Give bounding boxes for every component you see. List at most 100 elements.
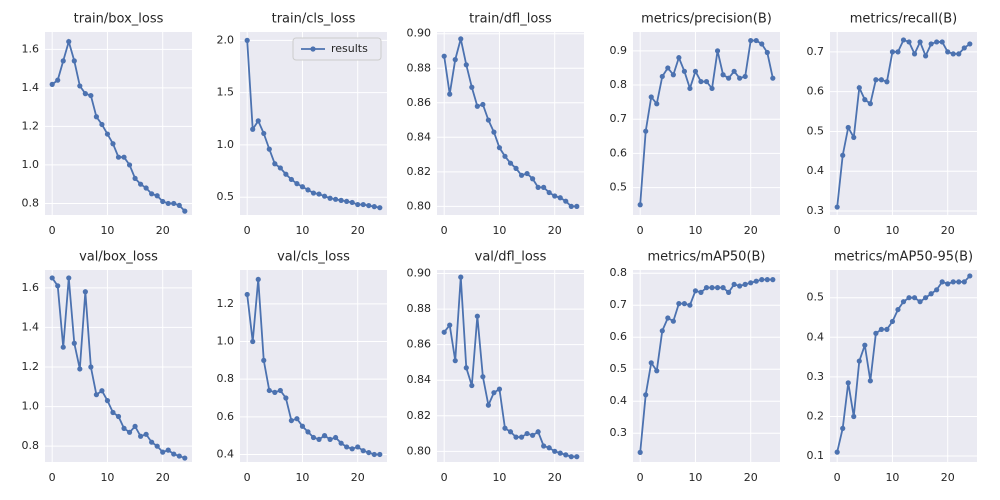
marker <box>321 433 328 439</box>
marker <box>709 285 715 291</box>
marker <box>458 36 464 42</box>
marker <box>266 146 272 152</box>
marker <box>294 416 300 422</box>
marker <box>344 444 350 450</box>
marker <box>491 129 497 135</box>
y-tick-label: 1.4 <box>22 81 40 94</box>
marker <box>132 175 138 181</box>
y-tick-label: 0.5 <box>217 190 235 203</box>
marker <box>305 429 311 435</box>
marker <box>950 279 956 285</box>
y-tick-label: 0.80 <box>407 199 432 212</box>
x-tick-label: 0 <box>834 471 841 484</box>
y-tick-label: 0.6 <box>610 330 628 343</box>
marker <box>502 153 508 159</box>
y-tick-label: 1.6 <box>22 42 40 55</box>
marker <box>182 208 188 214</box>
marker <box>55 283 61 289</box>
marker <box>961 45 967 51</box>
marker <box>742 73 748 80</box>
marker <box>99 388 105 394</box>
y-tick-label: 0.6 <box>610 146 628 159</box>
y-tick-label: 0.4 <box>217 447 235 460</box>
marker <box>480 374 486 380</box>
x-tick-label: 10 <box>492 224 506 237</box>
marker <box>244 37 250 43</box>
marker <box>474 103 480 109</box>
x-tick-label: 10 <box>100 224 114 237</box>
marker <box>568 454 574 460</box>
marker <box>310 434 317 441</box>
y-tick-label: 0.80 <box>407 444 432 457</box>
marker <box>753 278 759 284</box>
plot-area <box>45 270 192 462</box>
x-tick-label: 20 <box>744 471 758 484</box>
chart-title: val/dfl_loss <box>475 250 547 265</box>
plot-area <box>633 32 780 215</box>
marker <box>967 41 973 47</box>
chart-title: val/cls_loss <box>277 250 350 265</box>
x-tick-label: 0 <box>244 224 251 237</box>
marker <box>277 387 283 394</box>
marker <box>77 83 83 89</box>
marker <box>834 204 840 210</box>
marker <box>126 429 133 435</box>
y-tick-label: 0.8 <box>610 266 628 279</box>
marker <box>60 344 66 350</box>
chart-title: train/dfl_loss <box>469 12 552 27</box>
marker <box>737 75 743 81</box>
marker <box>452 358 458 364</box>
marker <box>659 73 665 80</box>
marker <box>967 273 973 279</box>
marker <box>648 360 654 366</box>
marker <box>171 451 177 457</box>
marker <box>552 448 558 454</box>
x-tick-label: 10 <box>885 471 899 484</box>
marker <box>71 340 77 346</box>
marker <box>840 425 846 431</box>
x-tick-label: 20 <box>744 224 758 237</box>
marker <box>900 299 907 305</box>
marker <box>574 203 580 209</box>
marker <box>458 274 464 280</box>
marker <box>681 68 687 74</box>
marker <box>524 170 530 177</box>
marker <box>110 141 116 147</box>
x-tick-label: 10 <box>100 471 114 484</box>
marker <box>60 58 66 64</box>
marker <box>961 279 967 285</box>
marker <box>742 281 748 287</box>
legend-box <box>292 37 382 61</box>
marker <box>349 199 355 206</box>
y-tick-label: 1.2 <box>217 297 235 310</box>
chart-title: metrics/precision(B) <box>641 12 772 27</box>
marker <box>945 281 951 287</box>
y-tick-label: 0.90 <box>407 267 432 280</box>
marker <box>867 378 873 384</box>
marker <box>104 131 111 137</box>
marker <box>563 452 569 458</box>
marker <box>452 57 458 63</box>
marker <box>530 432 536 438</box>
x-tick-label: 10 <box>688 224 702 237</box>
marker <box>333 196 339 202</box>
marker <box>126 162 133 168</box>
chart-title: train/cls_loss <box>272 12 356 27</box>
marker <box>441 329 447 335</box>
marker <box>447 91 453 97</box>
marker <box>154 193 160 199</box>
marker <box>753 37 759 44</box>
marker <box>176 453 182 459</box>
marker <box>934 39 940 45</box>
y-tick-label: 0.6 <box>217 410 235 423</box>
marker <box>299 184 306 190</box>
marker <box>485 117 491 123</box>
marker <box>568 203 574 209</box>
marker <box>513 165 519 171</box>
marker <box>670 72 676 78</box>
marker <box>294 181 300 187</box>
marker <box>906 39 912 45</box>
marker <box>692 288 699 294</box>
marker <box>923 53 929 59</box>
marker <box>714 285 721 291</box>
